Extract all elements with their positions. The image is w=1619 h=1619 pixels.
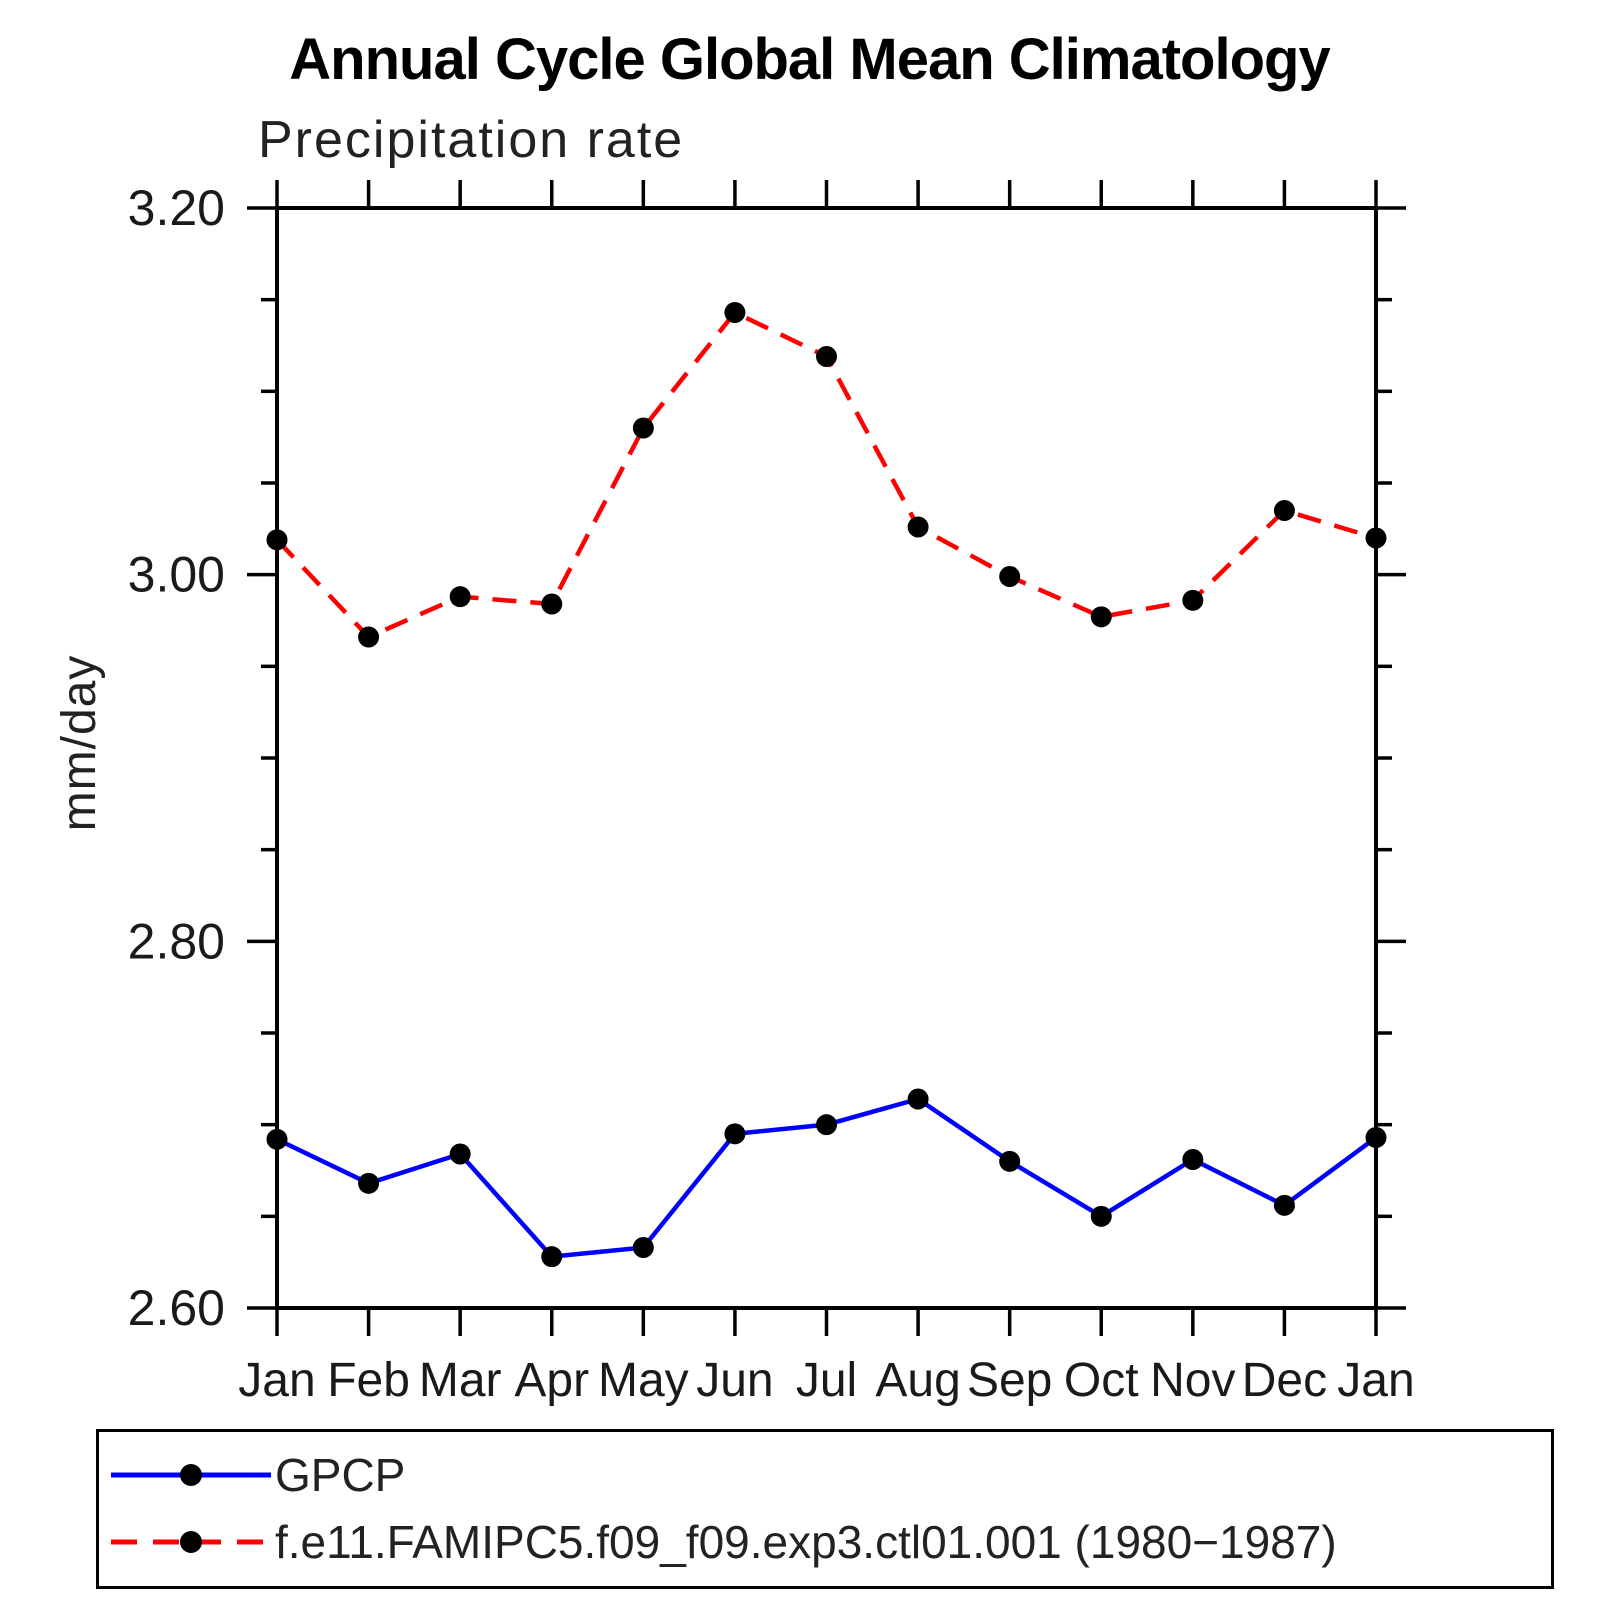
x-tick-label: Jul <box>796 1354 857 1407</box>
x-tick-label: Sep <box>967 1354 1052 1407</box>
series-0-marker <box>1365 1127 1387 1148</box>
legend-entry-model: f.e11.FAMIPC5.f09_f09.exp3.ctl01.001 (19… <box>107 1516 1337 1568</box>
series-1-marker <box>1090 606 1112 628</box>
series-0-marker <box>266 1128 288 1150</box>
series-0-marker <box>724 1123 746 1145</box>
x-tick-label: Aug <box>875 1354 960 1407</box>
x-tick-label: Mar <box>419 1354 502 1407</box>
series-1-marker <box>449 586 471 608</box>
legend-marker <box>180 1464 202 1486</box>
series-1-marker <box>358 626 380 648</box>
series-0-marker <box>907 1088 929 1110</box>
x-tick-label: May <box>598 1354 689 1407</box>
series-1-marker <box>1273 500 1295 521</box>
series-0-marker <box>1182 1149 1204 1170</box>
legend-box: GPCP f.e11.FAMIPC5.f09_f09.exp3.ctl01.00… <box>96 1429 1554 1589</box>
x-tick-label: Apr <box>514 1354 589 1407</box>
series-0-marker <box>816 1114 837 1136</box>
series-1-marker <box>999 566 1021 587</box>
series-0-marker <box>999 1150 1021 1172</box>
legend-label-gpcp: GPCP <box>275 1449 406 1501</box>
legend-label-model: f.e11.FAMIPC5.f09_f09.exp3.ctl01.001 (19… <box>275 1516 1337 1568</box>
series-1-marker <box>724 302 746 323</box>
series-0-marker <box>449 1143 471 1165</box>
chart-title: Annual Cycle Global Mean Climatology <box>289 27 1330 92</box>
x-tick-label: Dec <box>1242 1354 1327 1407</box>
series-0-marker <box>632 1237 654 1258</box>
series-0-marker <box>1273 1194 1295 1216</box>
series-0-marker <box>1090 1205 1112 1227</box>
series-1-marker <box>632 417 654 439</box>
series-0-marker <box>358 1172 380 1194</box>
series-0-marker <box>541 1246 563 1268</box>
series-1-marker <box>1182 589 1204 611</box>
y-tick-label: 3.20 <box>128 180 225 236</box>
legend-swatch-solid-line <box>111 1464 271 1486</box>
series-1-marker <box>816 346 837 367</box>
x-tick-label: Jun <box>696 1354 773 1407</box>
y-tick-label: 2.60 <box>128 1280 225 1336</box>
x-tick-label: Feb <box>327 1354 410 1407</box>
y-tick-label: 2.80 <box>128 913 225 969</box>
chart-subtitle: Precipitation rate <box>258 111 685 169</box>
x-tick-label: Nov <box>1150 1354 1235 1407</box>
legend-entry-gpcp: GPCP <box>107 1449 405 1501</box>
axes-frame <box>275 206 1378 1310</box>
y-tick-label: 3.00 <box>128 547 225 603</box>
series-1-marker <box>266 529 288 551</box>
x-tick-label: Oct <box>1064 1354 1139 1407</box>
legend-swatch-dashed-line <box>111 1531 271 1553</box>
series-1-marker <box>541 593 563 615</box>
legend-marker <box>180 1531 202 1553</box>
x-tick-label: Jan <box>238 1354 315 1407</box>
x-tick-label: Jan <box>1337 1354 1414 1407</box>
series-1-marker <box>907 516 929 538</box>
series-1-marker <box>1365 527 1387 549</box>
